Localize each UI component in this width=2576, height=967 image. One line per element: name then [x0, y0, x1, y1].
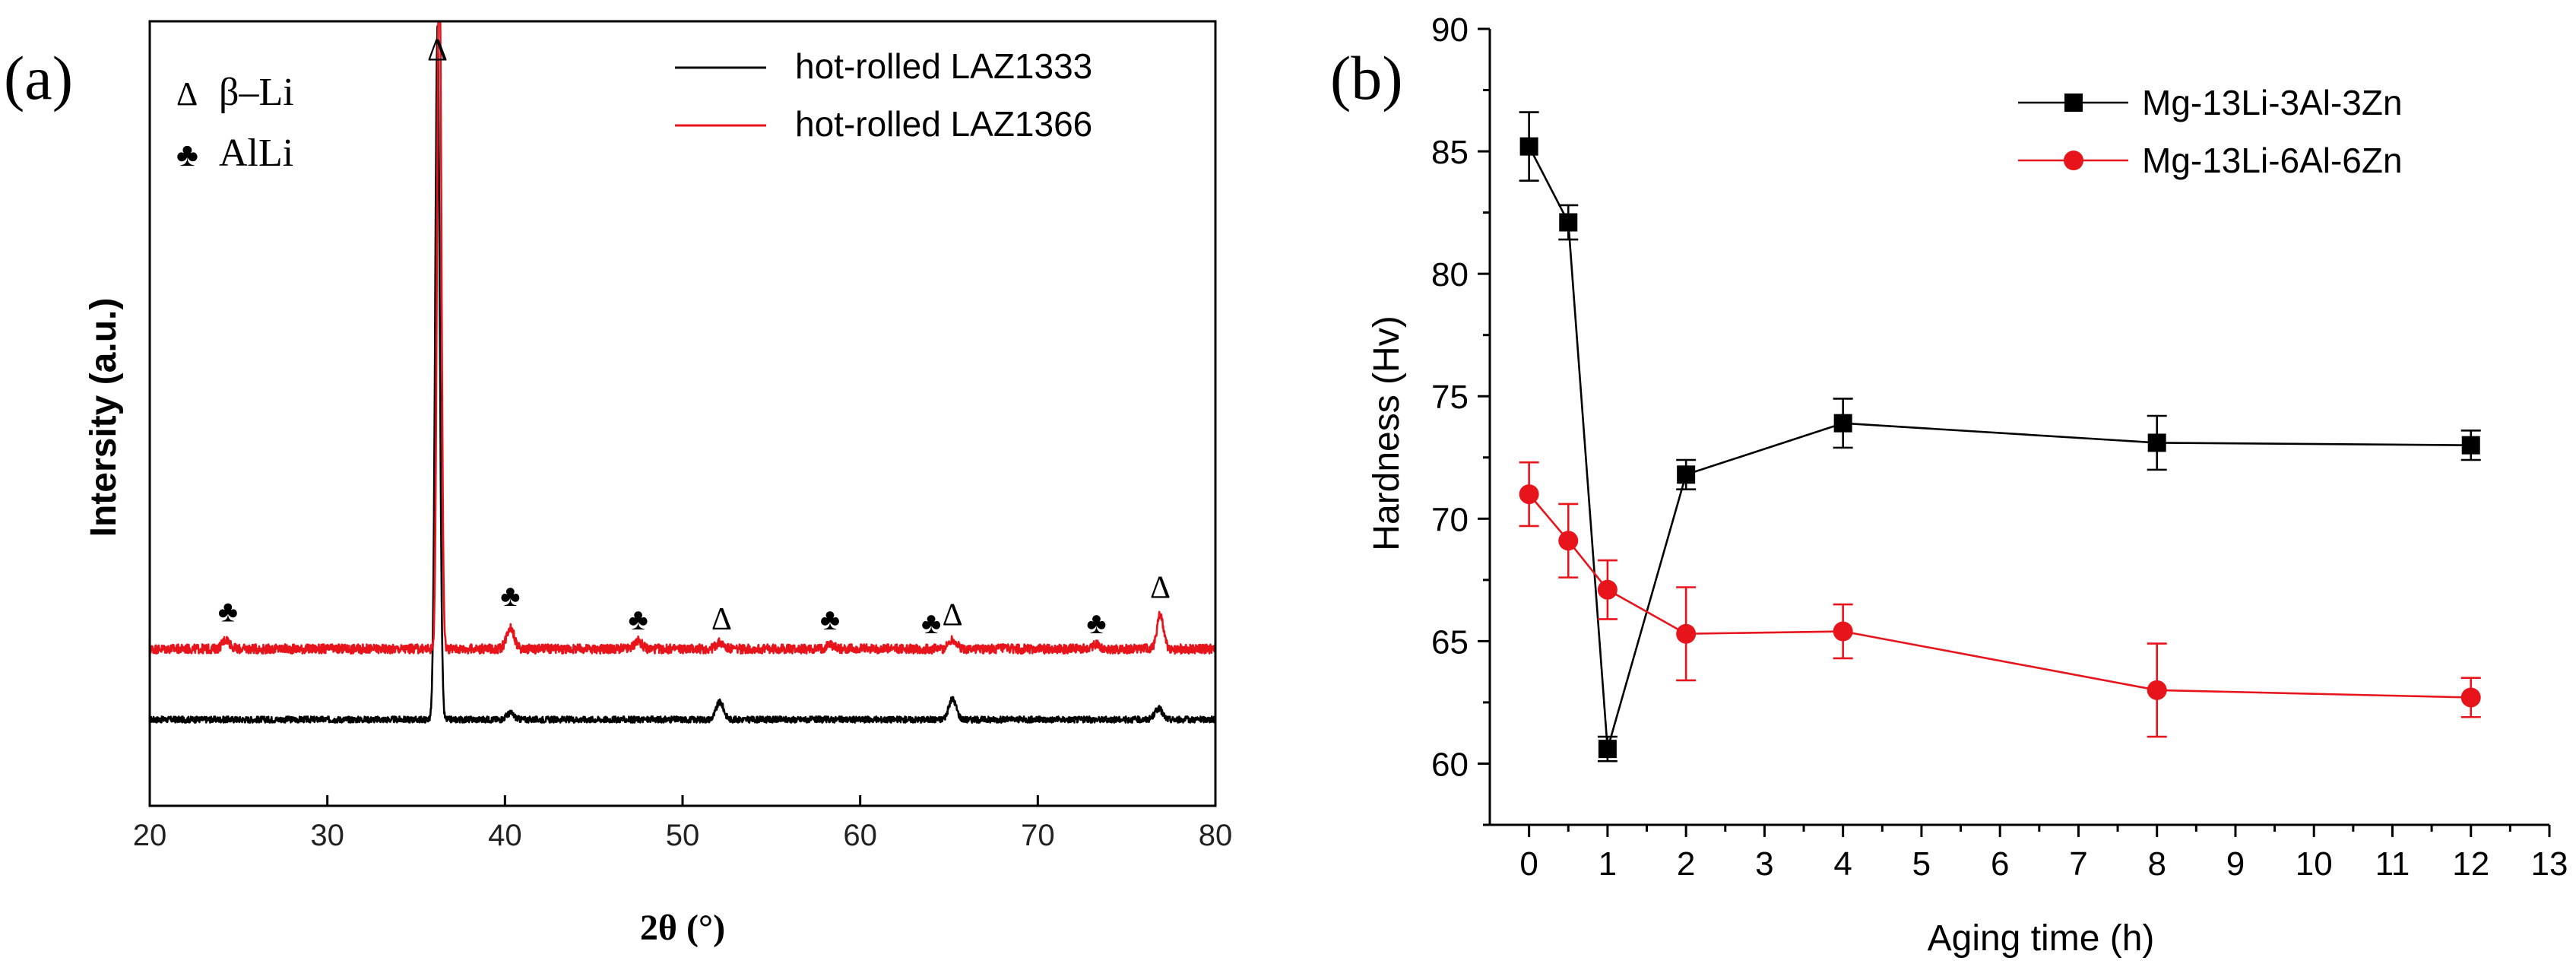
xrd-legend-label: hot-rolled LAZ1366	[795, 104, 1092, 144]
data-point-square	[2461, 436, 2480, 455]
hardness-x-tick-label: 0	[1519, 845, 1538, 883]
hardness-legend-marker	[2064, 151, 2083, 170]
hardness-x-tick-label: 4	[1833, 845, 1852, 883]
alli-peak-marker: ♣	[628, 602, 648, 636]
data-point-square	[1598, 740, 1617, 759]
hardness-x-tick-label: 2	[1677, 845, 1695, 883]
alli-peak-marker: ♣	[218, 594, 238, 628]
panel-label-b: (b)	[1330, 43, 1403, 113]
hardness-x-axis-label: Aging time (h)	[1928, 918, 2155, 959]
hardness-x-tick-label: 7	[2069, 845, 2087, 883]
hardness-x-tick-label: 13	[2531, 845, 2568, 883]
data-point-circle	[1519, 484, 1539, 505]
data-point-circle	[1558, 531, 1579, 551]
hardness-x-tick-label: 3	[1755, 845, 1773, 883]
xrd-chart: (a) ♣Δ♣♣ Δ ♣ ♣ Δ ♣Δ 20 30 40 50 60 70 80 2θ (°) Int…	[4, 20, 1233, 948]
xrd-y-axis-label: Intersity (a.u.)	[84, 298, 124, 537]
hardness-x-tick-label: 12	[2452, 845, 2489, 883]
hardness-x-tick-label: 8	[2147, 845, 2166, 883]
data-point-circle	[1833, 621, 1853, 642]
alli-peak-marker: ♣	[500, 579, 520, 613]
beta-li-peak-marker: Δ	[1150, 571, 1171, 606]
xrd-x-tick-label: 70	[1021, 819, 1055, 852]
hardness-x-tick-label: 1	[1599, 845, 1617, 883]
phase-legend-label: AlLi	[219, 132, 293, 175]
hardness-x-tick-label: 11	[2375, 845, 2410, 883]
data-point-circle	[2460, 687, 2481, 708]
hardness-y-tick-label: 65	[1431, 623, 1469, 661]
hardness-x-tick-label: 5	[1912, 845, 1931, 883]
xrd-x-tick-label: 80	[1199, 819, 1233, 852]
xrd-x-tick-label: 30	[310, 819, 344, 852]
hardness-y-tick-label: 80	[1431, 256, 1469, 293]
hardness-legend-label: Mg-13Li-6Al-6Zn	[2142, 141, 2403, 180]
hardness-x-tick-label: 9	[2226, 845, 2245, 883]
phase-legend-label: β–Li	[219, 71, 294, 114]
hardness-series-line	[1528, 146, 2471, 750]
data-point-circle	[1676, 623, 1697, 644]
beta-li-peak-marker: Δ	[427, 33, 448, 68]
xrd-series-line	[148, 20, 1217, 655]
data-point-circle	[1597, 579, 1618, 600]
xrd-x-tick-label: 20	[133, 819, 167, 852]
alli-peak-marker: ♣	[1086, 606, 1106, 640]
phase-legend-symbol: ♣	[176, 136, 198, 173]
xrd-x-tick-label: 60	[843, 819, 877, 852]
hardness-series-line	[1528, 493, 2471, 699]
xrd-x-axis-label: 2θ (°)	[640, 908, 725, 948]
hardness-y-axis-label: Hardness (Hv)	[1367, 315, 1407, 550]
alli-peak-marker: ♣	[921, 606, 941, 640]
hardness-legend-label: Mg-13Li-3Al-3Zn	[2142, 83, 2403, 122]
xrd-x-tick-label: 50	[666, 819, 700, 852]
hardness-y-tick-label: 60	[1431, 746, 1469, 783]
xrd-legend-label: hot-rolled LAZ1333	[795, 46, 1092, 86]
data-point-square	[1559, 213, 1578, 232]
panel-label-a: (a)	[4, 43, 73, 113]
alli-peak-marker: ♣	[820, 602, 840, 636]
data-point-square	[1519, 137, 1538, 156]
beta-li-peak-marker: Δ	[711, 602, 732, 637]
hardness-y-tick-label: 75	[1431, 379, 1469, 416]
data-point-square	[2147, 433, 2166, 452]
data-point-circle	[2147, 680, 2167, 700]
hardness-y-tick-label: 90	[1431, 11, 1469, 49]
hardness-legend-marker	[2064, 94, 2083, 112]
hardness-x-tick-label: 10	[2296, 845, 2333, 883]
xrd-series-line	[149, 25, 1217, 724]
hardness-x-tick-label: 6	[1991, 845, 2009, 883]
xrd-x-tick-label: 40	[488, 819, 522, 852]
data-point-square	[1677, 465, 1696, 484]
data-point-square	[1833, 414, 1852, 433]
hardness-y-tick-label: 70	[1431, 501, 1469, 538]
phase-legend-symbol: Δ	[176, 75, 198, 113]
beta-li-peak-marker: Δ	[943, 598, 963, 633]
hardness-y-tick-label: 85	[1431, 134, 1469, 171]
